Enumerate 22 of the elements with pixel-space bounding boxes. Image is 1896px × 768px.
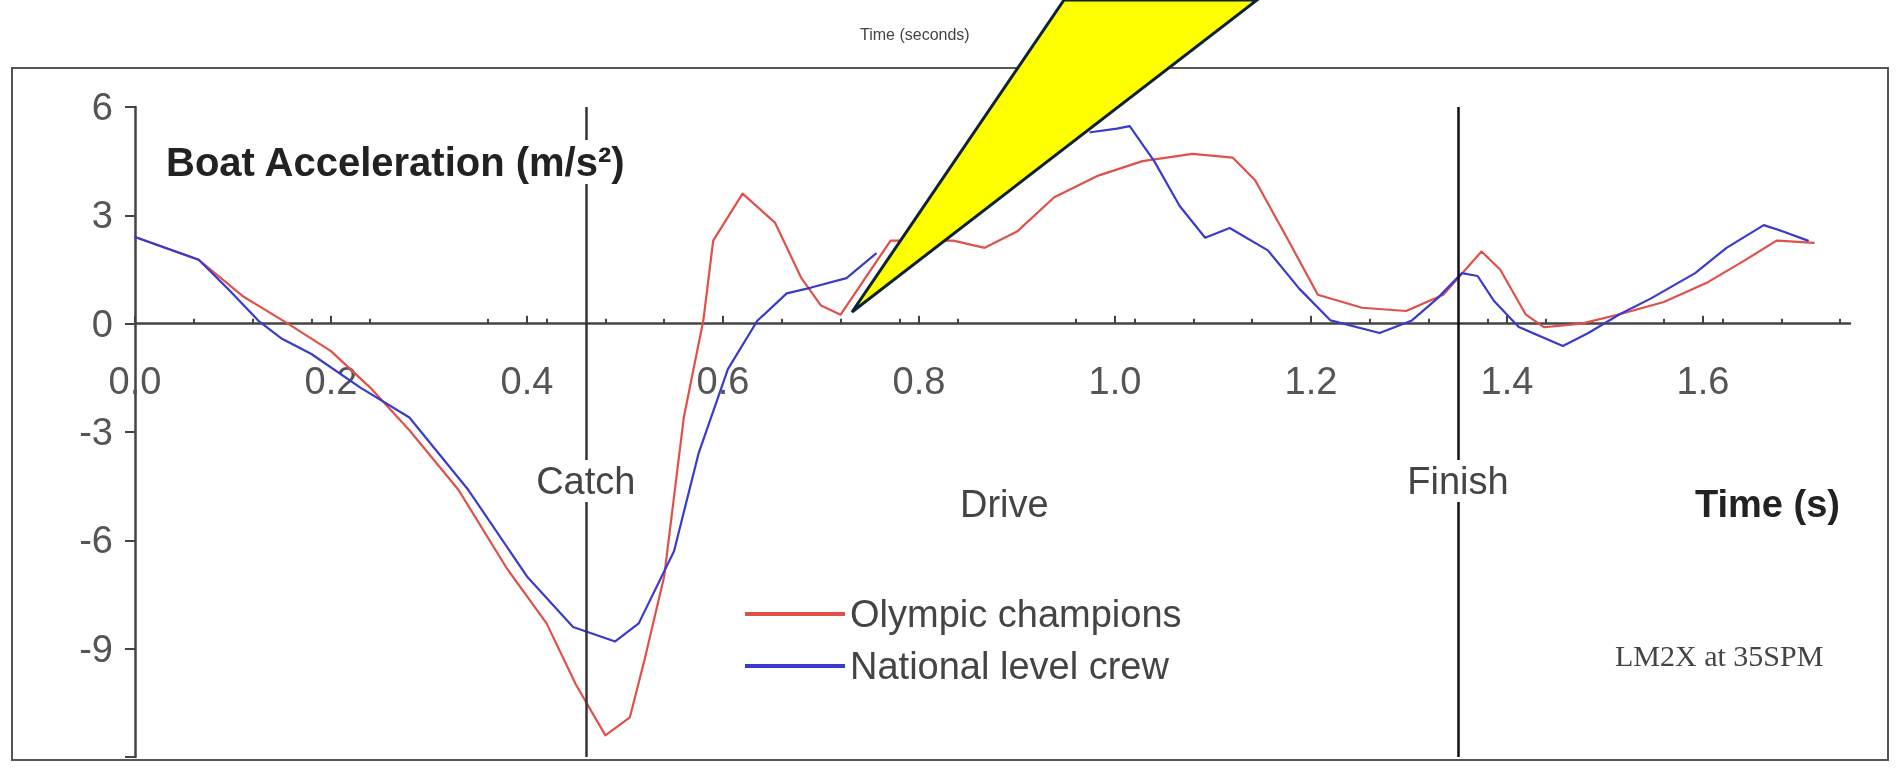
text: Time (seconds) [860,25,970,43]
y-tick-label: 0 [91,302,113,345]
y-tick-label: -9 [79,627,113,670]
annotation: LM2X at 35SPM [1615,638,1824,672]
legend-label: Olympic champions [850,593,1182,635]
x-tick-label: 1.6 [1676,359,1730,402]
x-tick-label: 0.2 [304,359,358,402]
x-tick-label: 1.4 [1480,359,1534,402]
y-tick-label: 3 [91,194,113,237]
ref-line-label: Catch [536,460,636,502]
y-tick-label: -6 [79,519,113,562]
x-tick-label: 1.2 [1284,359,1338,402]
text: Boat Acceleration (m/s²) [166,140,625,184]
annotation: Drive [960,483,1049,525]
legend-label: National level crew [850,645,1170,687]
y-tick-label: -3 [79,411,113,453]
x-tick-label: 0.8 [892,359,946,402]
x-tick-label: 1.0 [1088,359,1142,402]
x-axis-title: Time (s) [1695,483,1841,525]
x-tick-label: 0.4 [500,359,554,402]
ref-line-label: Finish [1407,460,1509,502]
y-tick-label: 6 [91,86,113,128]
